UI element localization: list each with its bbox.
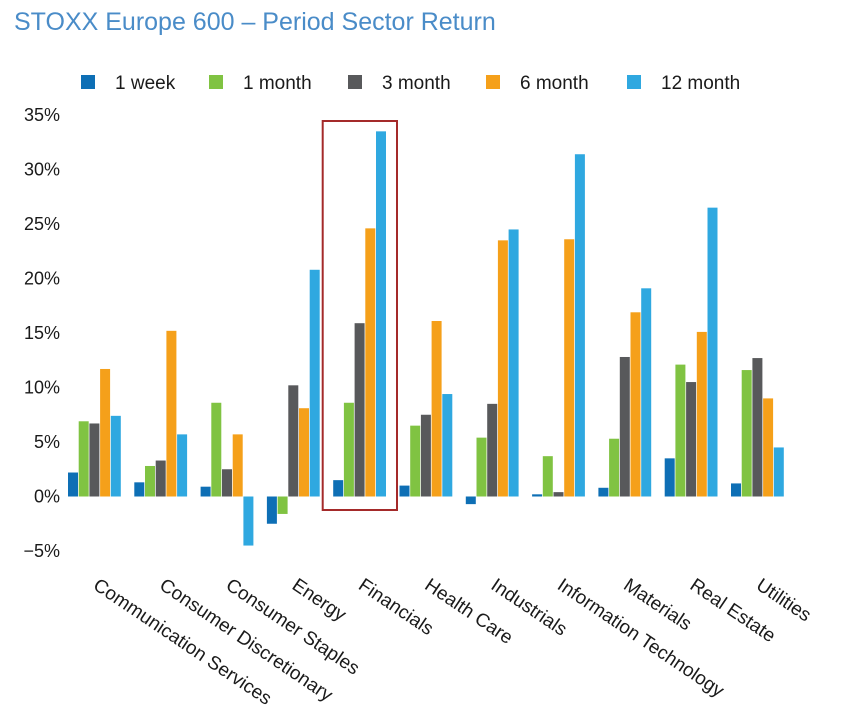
bar (431, 321, 442, 497)
y-axis: −5% 0% 5% 10% 15% 20% 25% 30% 35% (23, 105, 60, 561)
bar (420, 414, 431, 497)
bar (731, 483, 741, 497)
bar (299, 408, 309, 497)
bar (354, 323, 365, 497)
bar (508, 229, 519, 497)
bar (232, 434, 243, 497)
bar (686, 382, 697, 497)
bar (465, 496, 476, 505)
highlight-box (321, 120, 399, 511)
legend-swatch (209, 75, 223, 89)
bar (763, 398, 774, 497)
y-tick-label: 10% (24, 378, 60, 398)
bar (574, 154, 585, 497)
bar (155, 460, 166, 497)
bars (68, 131, 784, 546)
bar (343, 402, 354, 497)
legend-swatch (81, 75, 95, 89)
bar (89, 423, 100, 497)
bar (553, 492, 564, 497)
bar (675, 364, 686, 497)
y-tick-label: 15% (24, 323, 60, 343)
bar (664, 458, 675, 497)
y-tick-label: −5% (23, 541, 60, 561)
bar (333, 480, 344, 497)
bar (609, 438, 620, 497)
bar (222, 469, 232, 497)
bar (277, 496, 288, 514)
y-tick-label: 30% (24, 160, 60, 180)
legend-swatch (348, 75, 362, 89)
bar (309, 269, 320, 497)
legend-label: 12 month (661, 73, 740, 94)
legend-swatch (486, 75, 500, 89)
bar (78, 421, 89, 497)
y-tick-label: 25% (24, 214, 60, 234)
bar (476, 437, 487, 497)
bar (68, 472, 78, 497)
bar (542, 456, 553, 497)
bar (177, 434, 188, 497)
bar (200, 486, 211, 497)
bar (145, 465, 155, 497)
bar (532, 494, 543, 497)
y-tick-label: 20% (24, 269, 60, 289)
bar (707, 207, 718, 497)
chart-title: STOXX Europe 600 – Period Sector Return (14, 8, 496, 36)
bar (166, 330, 177, 497)
bar (376, 131, 386, 497)
bar (752, 358, 763, 497)
highlight (321, 120, 399, 511)
legend-label: 1 week (115, 73, 176, 94)
bar (630, 312, 641, 497)
bar (243, 496, 254, 546)
bar (696, 331, 707, 497)
bar (442, 394, 453, 497)
y-tick-label: 0% (34, 487, 60, 507)
bar (365, 228, 376, 497)
bar (266, 496, 277, 524)
legend-label: 1 month (243, 73, 312, 94)
bar (487, 403, 498, 497)
bar (134, 482, 145, 497)
bar (399, 485, 410, 497)
legend: 1 week 1 month 3 month 6 month 12 month (81, 73, 740, 94)
bar (410, 425, 421, 497)
bar (100, 368, 111, 497)
bar (598, 487, 609, 497)
bar (773, 447, 784, 497)
bar (497, 240, 508, 497)
bar (641, 288, 652, 497)
legend-swatch (627, 75, 641, 89)
bar (211, 402, 222, 497)
bar (741, 370, 752, 497)
y-tick-label: 5% (34, 432, 60, 452)
bar (564, 239, 575, 497)
bar (288, 385, 299, 497)
legend-label: 3 month (382, 73, 451, 94)
y-tick-label: 35% (24, 105, 60, 125)
bar (110, 415, 121, 497)
legend-label: 6 month (520, 73, 589, 94)
bar (619, 356, 630, 497)
